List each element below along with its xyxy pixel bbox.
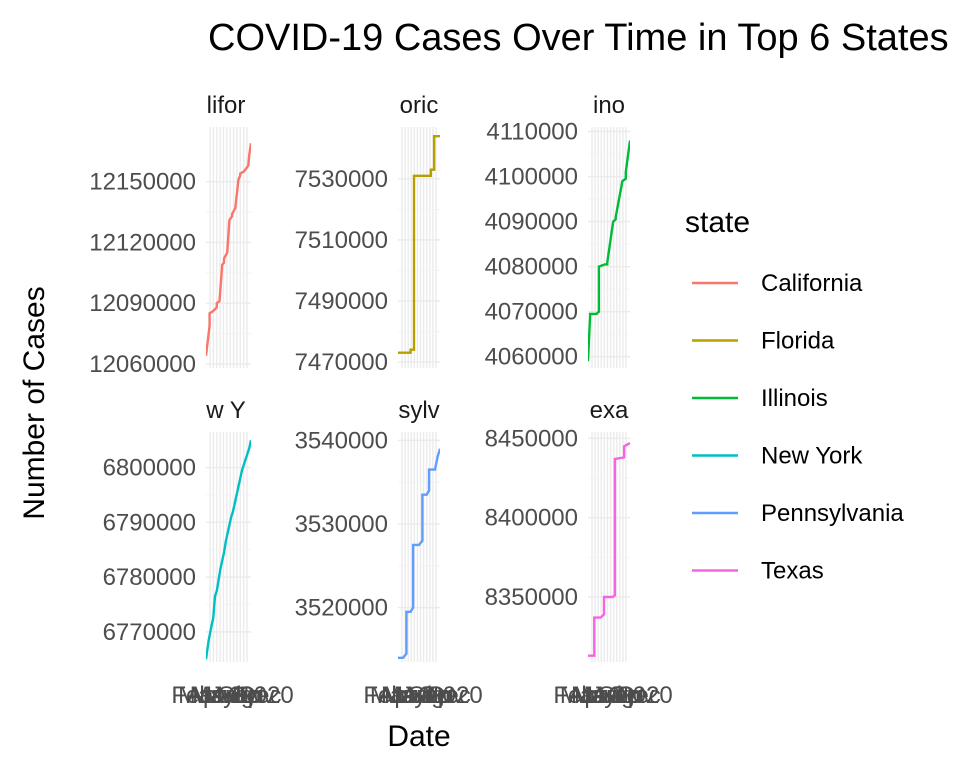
y-tick-label: 8350000 [485, 584, 578, 611]
panel-texas: 8350000 8400000 8450000 exa FebMarAprMayJunJ… [485, 397, 673, 709]
x-tick-label: Oct [418, 682, 456, 709]
x-tick-label: Dec [618, 682, 661, 709]
y-tick-label: 4070000 [485, 299, 578, 326]
x-tick-label: Mar [370, 682, 411, 709]
x-tick-label: Nov [612, 682, 655, 709]
y-tick-label: 3540000 [295, 427, 388, 454]
x-tick-label: Dec [239, 682, 282, 709]
legend-label: Pennsylvania [761, 500, 904, 527]
x-tick-label: Mar [178, 682, 219, 709]
x-tick-label: May [190, 682, 235, 709]
x-tick-label: Apr [187, 682, 224, 709]
panel-new-york: 6770000 6780000 6790000 6800000 w Y FebMarApr… [103, 397, 294, 709]
y-tick-label: 8450000 [485, 425, 578, 452]
x-tick-label: Oct [228, 682, 266, 709]
y-tick-label: 4080000 [485, 254, 578, 281]
x-tick-label: May [381, 682, 426, 709]
x-tick-label: Aug [402, 682, 445, 709]
panel-illinois: 4060000 4070000 4080000 4090000 4100000 41100… [485, 92, 630, 371]
x-tick-label: Aug [592, 682, 635, 709]
y-tick-label: 8400000 [485, 505, 578, 532]
y-tick-label: 12090000 [89, 290, 196, 317]
x-tick-label: Sep [218, 682, 261, 709]
y-tick-label: 4060000 [485, 344, 578, 371]
facet-panels: 12060000 12090000 12120000 12150000 lifor 747… [89, 92, 672, 709]
panel-pennsylvania: 3520000 3530000 3540000 sylv FebMarAprMayJun… [295, 397, 483, 709]
y-tick-label: 6790000 [103, 509, 196, 536]
legend: state California Florida Illinois New York P… [685, 206, 904, 585]
series-line-illinois [588, 140, 630, 362]
y-tick-label: 6780000 [103, 564, 196, 591]
y-tick-label: 6800000 [103, 455, 196, 482]
y-tick-label: 3530000 [295, 511, 388, 538]
y-tick-label: 7470000 [295, 349, 388, 376]
y-tick-label: 7490000 [295, 288, 388, 315]
x-tick-label: Oct [608, 682, 646, 709]
x-tick-label: May [571, 682, 616, 709]
legend-label: Florida [761, 328, 835, 355]
x-tick-label: Aug [212, 682, 255, 709]
x-tick-label: Jun [581, 682, 620, 709]
y-tick-label: 12120000 [89, 229, 196, 256]
y-tick-label: 7530000 [295, 166, 388, 193]
x-tick-label: Jul [591, 682, 622, 709]
legend-item-florida: Florida [692, 328, 835, 355]
x-tick-label: 2020 [240, 682, 293, 709]
x-tick-label: Feb [171, 682, 212, 709]
x-axis-title: Date [387, 720, 450, 753]
facet-strip-label: w Y [205, 397, 246, 424]
legend-item-pennsylvania: Pennsylvania [692, 500, 904, 527]
y-axis-title: Number of Cases [18, 286, 51, 519]
x-tick-label: Mar [560, 682, 601, 709]
legend-item-new-york: New York [692, 443, 863, 470]
x-tick-label: Dec [428, 682, 471, 709]
y-tick-label: 4090000 [485, 209, 578, 236]
legend-items: California Florida Illinois New York Pennsyl… [692, 270, 904, 585]
panel-california: 12060000 12090000 12120000 12150000 lifor [89, 92, 251, 378]
y-tick-label: 12060000 [89, 351, 196, 378]
facet-strip-label: sylv [398, 397, 439, 424]
series-line-pennsylvania [398, 448, 440, 659]
y-tick-label: 12150000 [89, 169, 196, 196]
y-tick-label: 7510000 [295, 227, 388, 254]
x-tick-label: Jul [401, 682, 432, 709]
x-tick-label: Feb [363, 682, 404, 709]
x-tick-label: Jun [391, 682, 430, 709]
y-tick-label: 3520000 [295, 595, 388, 622]
x-tick-label: Nov [232, 682, 275, 709]
facet-strip-label: ino [593, 92, 625, 119]
legend-label: California [761, 270, 863, 297]
legend-title: state [685, 206, 750, 239]
x-tick-label: 2020 [619, 682, 672, 709]
x-tick-label: Sep [408, 682, 451, 709]
facet-strip-label: exa [590, 397, 629, 424]
x-tick-label: Feb [553, 682, 594, 709]
series-line-texas [588, 442, 630, 657]
legend-label: Illinois [761, 385, 828, 412]
x-tick-label: Apr [568, 682, 605, 709]
series-line-california [206, 143, 251, 356]
y-tick-label: 6770000 [103, 619, 196, 646]
x-tick-label: Sep [598, 682, 641, 709]
legend-item-texas: Texas [692, 558, 824, 585]
facet-strip-label: lifor [207, 92, 246, 119]
legend-item-illinois: Illinois [692, 385, 828, 412]
x-tick-label: 2020 [429, 682, 482, 709]
series-line-florida [398, 135, 440, 354]
x-tick-label: Jul [211, 682, 242, 709]
facet-strip-label: oric [400, 92, 439, 119]
y-tick-label: 4100000 [485, 164, 578, 191]
legend-label: New York [761, 443, 863, 470]
legend-label: Texas [761, 558, 824, 585]
panel-florida: 7470000 7490000 7510000 7530000 oric [295, 92, 440, 376]
x-tick-label: Nov [422, 682, 465, 709]
x-tick-label: Jun [200, 682, 239, 709]
y-tick-label: 4110000 [486, 119, 578, 146]
x-tick-label: Apr [378, 682, 415, 709]
series-line-new-york [206, 439, 251, 660]
legend-item-california: California [692, 270, 863, 297]
chart-title: COVID-19 Cases Over Time in Top 6 States [208, 17, 949, 59]
